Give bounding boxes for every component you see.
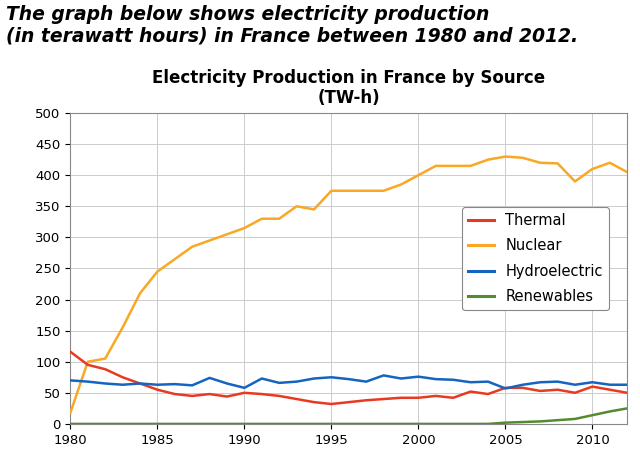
Legend: Thermal, Nuclear, Hydroelectric, Renewables: Thermal, Nuclear, Hydroelectric, Renewab… [461, 207, 609, 309]
Text: The graph below shows electricity production
(in terawatt hours) in France betwe: The graph below shows electricity produc… [6, 5, 579, 46]
Title: Electricity Production in France by Source
(TW-h): Electricity Production in France by Sour… [152, 68, 545, 107]
